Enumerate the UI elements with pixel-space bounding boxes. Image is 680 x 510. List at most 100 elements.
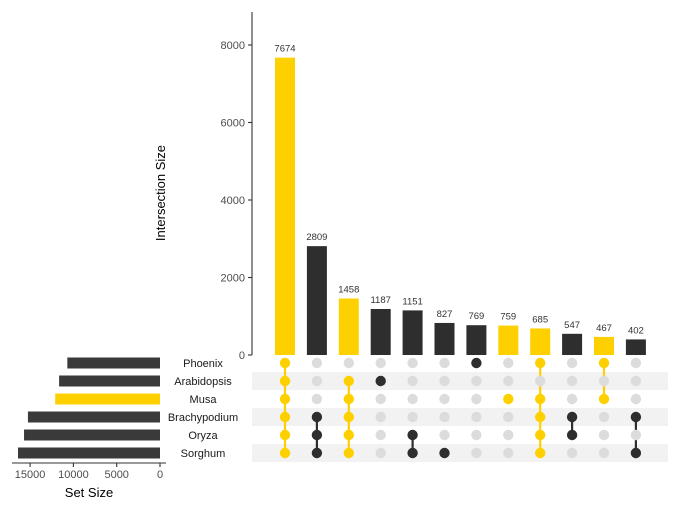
matrix-dot-empty — [598, 447, 610, 459]
matrix-dot-empty — [471, 447, 482, 459]
set-size-axis-ticks: 15000 10000 5000 0 — [15, 463, 163, 481]
matrix-dot-filled — [407, 429, 418, 441]
set-name-arabidopsis: Arabidopsis — [174, 376, 232, 388]
set-name-labels: Phoenix Arabidopsis Musa Brachypodium Oryza S… — [168, 358, 238, 460]
matrix-column — [279, 357, 291, 459]
set-size-bar-arabidopsis — [59, 375, 160, 387]
matrix-dot-empty — [311, 375, 323, 387]
x-tick-label: 5000 — [104, 469, 128, 481]
intersection-size-axis: 0 2000 4000 6000 8000 Intersection Size — [153, 12, 253, 362]
set-name-sorghum: Sorghum — [181, 448, 226, 460]
matrix-dot-empty — [566, 393, 578, 405]
matrix-column — [311, 357, 323, 459]
intersection-bar — [594, 336, 614, 355]
matrix-dot-empty — [535, 375, 546, 387]
intersection-bar — [338, 298, 359, 355]
matrix-dot-empty — [311, 393, 323, 405]
matrix-stripe-sorghum — [252, 444, 668, 462]
x-tick-label: 0 — [157, 469, 163, 481]
x-tick-label: 10000 — [58, 469, 89, 481]
matrix-column — [630, 357, 642, 459]
matrix-dot-filled — [535, 447, 546, 459]
intersection-bar-label: 1151 — [402, 296, 422, 307]
matrix-dot-filled — [407, 447, 418, 459]
set-size-bar-brachypodium — [27, 411, 161, 423]
matrix-dot-empty — [471, 429, 482, 441]
matrix-column — [375, 357, 386, 459]
matrix-dot-filled — [598, 357, 610, 369]
intersection-bar — [466, 325, 487, 355]
intersection-bar — [498, 325, 519, 355]
matrix-dot-filled — [630, 447, 642, 459]
matrix-dot-empty — [375, 411, 386, 423]
matrix-dot-empty — [471, 393, 482, 405]
intersection-bar-label: 467 — [596, 323, 612, 334]
intersection-bar — [402, 310, 423, 355]
matrix-column — [471, 357, 482, 459]
matrix-dot-filled — [535, 429, 546, 441]
matrix-dot-empty — [630, 393, 642, 405]
y-tick-label: 4000 — [221, 195, 245, 207]
set-size-bars — [17, 357, 161, 459]
intersection-bar-labels: 7674 2809 1458 1187 1151 827 769 759 685 547 467 40… — [274, 44, 643, 337]
matrix-dot-filled — [279, 393, 291, 405]
x-tick-label: 15000 — [15, 469, 46, 481]
intersection-matrix — [279, 357, 642, 459]
intersection-bar — [370, 309, 391, 355]
intersection-bar — [625, 339, 646, 355]
matrix-dot-empty — [566, 357, 578, 369]
set-size-axis: 15000 10000 5000 0 Set Size — [12, 462, 166, 500]
matrix-dot-filled — [279, 357, 291, 369]
intersection-bar-label: 2809 — [306, 232, 327, 243]
matrix-column — [343, 357, 354, 459]
matrix-dot-empty — [471, 375, 482, 387]
matrix-dot-filled — [311, 411, 323, 423]
intersection-bars — [275, 57, 646, 355]
matrix-dot-empty — [439, 393, 450, 405]
intersection-bar-label: 769 — [468, 311, 484, 322]
matrix-dot-empty — [503, 375, 514, 387]
set-name-phoenix: Phoenix — [183, 358, 223, 370]
matrix-dot-filled — [375, 375, 386, 387]
matrix-column — [566, 357, 578, 459]
matrix-dot-filled — [439, 447, 450, 459]
matrix-stripe-brachypodium — [252, 408, 668, 426]
intersection-bar-label: 7674 — [274, 44, 295, 55]
matrix-dot-empty — [471, 411, 482, 423]
intersection-axis-ticks: 0 2000 4000 6000 8000 — [221, 40, 252, 362]
matrix-dot-empty — [439, 357, 450, 369]
matrix-dot-filled — [311, 447, 323, 459]
matrix-dot-empty — [630, 357, 642, 369]
matrix-column — [407, 357, 418, 459]
intersection-bar — [434, 322, 455, 355]
intersection-bar — [275, 57, 295, 355]
set-size-bar-phoenix — [67, 357, 160, 369]
matrix-column — [439, 357, 450, 459]
intersection-bar-label: 402 — [628, 325, 644, 336]
matrix-dot-filled — [343, 447, 354, 459]
matrix-dot-filled — [566, 411, 578, 423]
matrix-dot-filled — [343, 429, 354, 441]
intersection-axis-title: Intersection Size — [153, 145, 168, 241]
intersection-bar — [562, 333, 583, 355]
set-size-bar-oryza — [24, 429, 161, 441]
matrix-dot-empty — [503, 357, 514, 369]
matrix-dot-filled — [343, 393, 354, 405]
matrix-dot-empty — [598, 375, 610, 387]
matrix-dot-empty — [503, 411, 514, 423]
set-name-musa: Musa — [190, 394, 218, 406]
matrix-dot-filled — [630, 411, 642, 423]
matrix-dot-filled — [471, 357, 482, 369]
matrix-dot-filled — [311, 429, 323, 441]
set-size-bar-musa — [55, 393, 160, 405]
matrix-dot-filled — [343, 411, 354, 423]
set-size-bar-sorghum — [17, 447, 161, 459]
matrix-dot-empty — [375, 429, 386, 441]
matrix-dot-filled — [343, 375, 354, 387]
set-name-brachypodium: Brachypodium — [168, 412, 238, 424]
matrix-dot-empty — [407, 375, 418, 387]
matrix-dot-filled — [279, 375, 291, 387]
matrix-dot-empty — [503, 447, 514, 459]
matrix-dot-empty — [407, 357, 418, 369]
